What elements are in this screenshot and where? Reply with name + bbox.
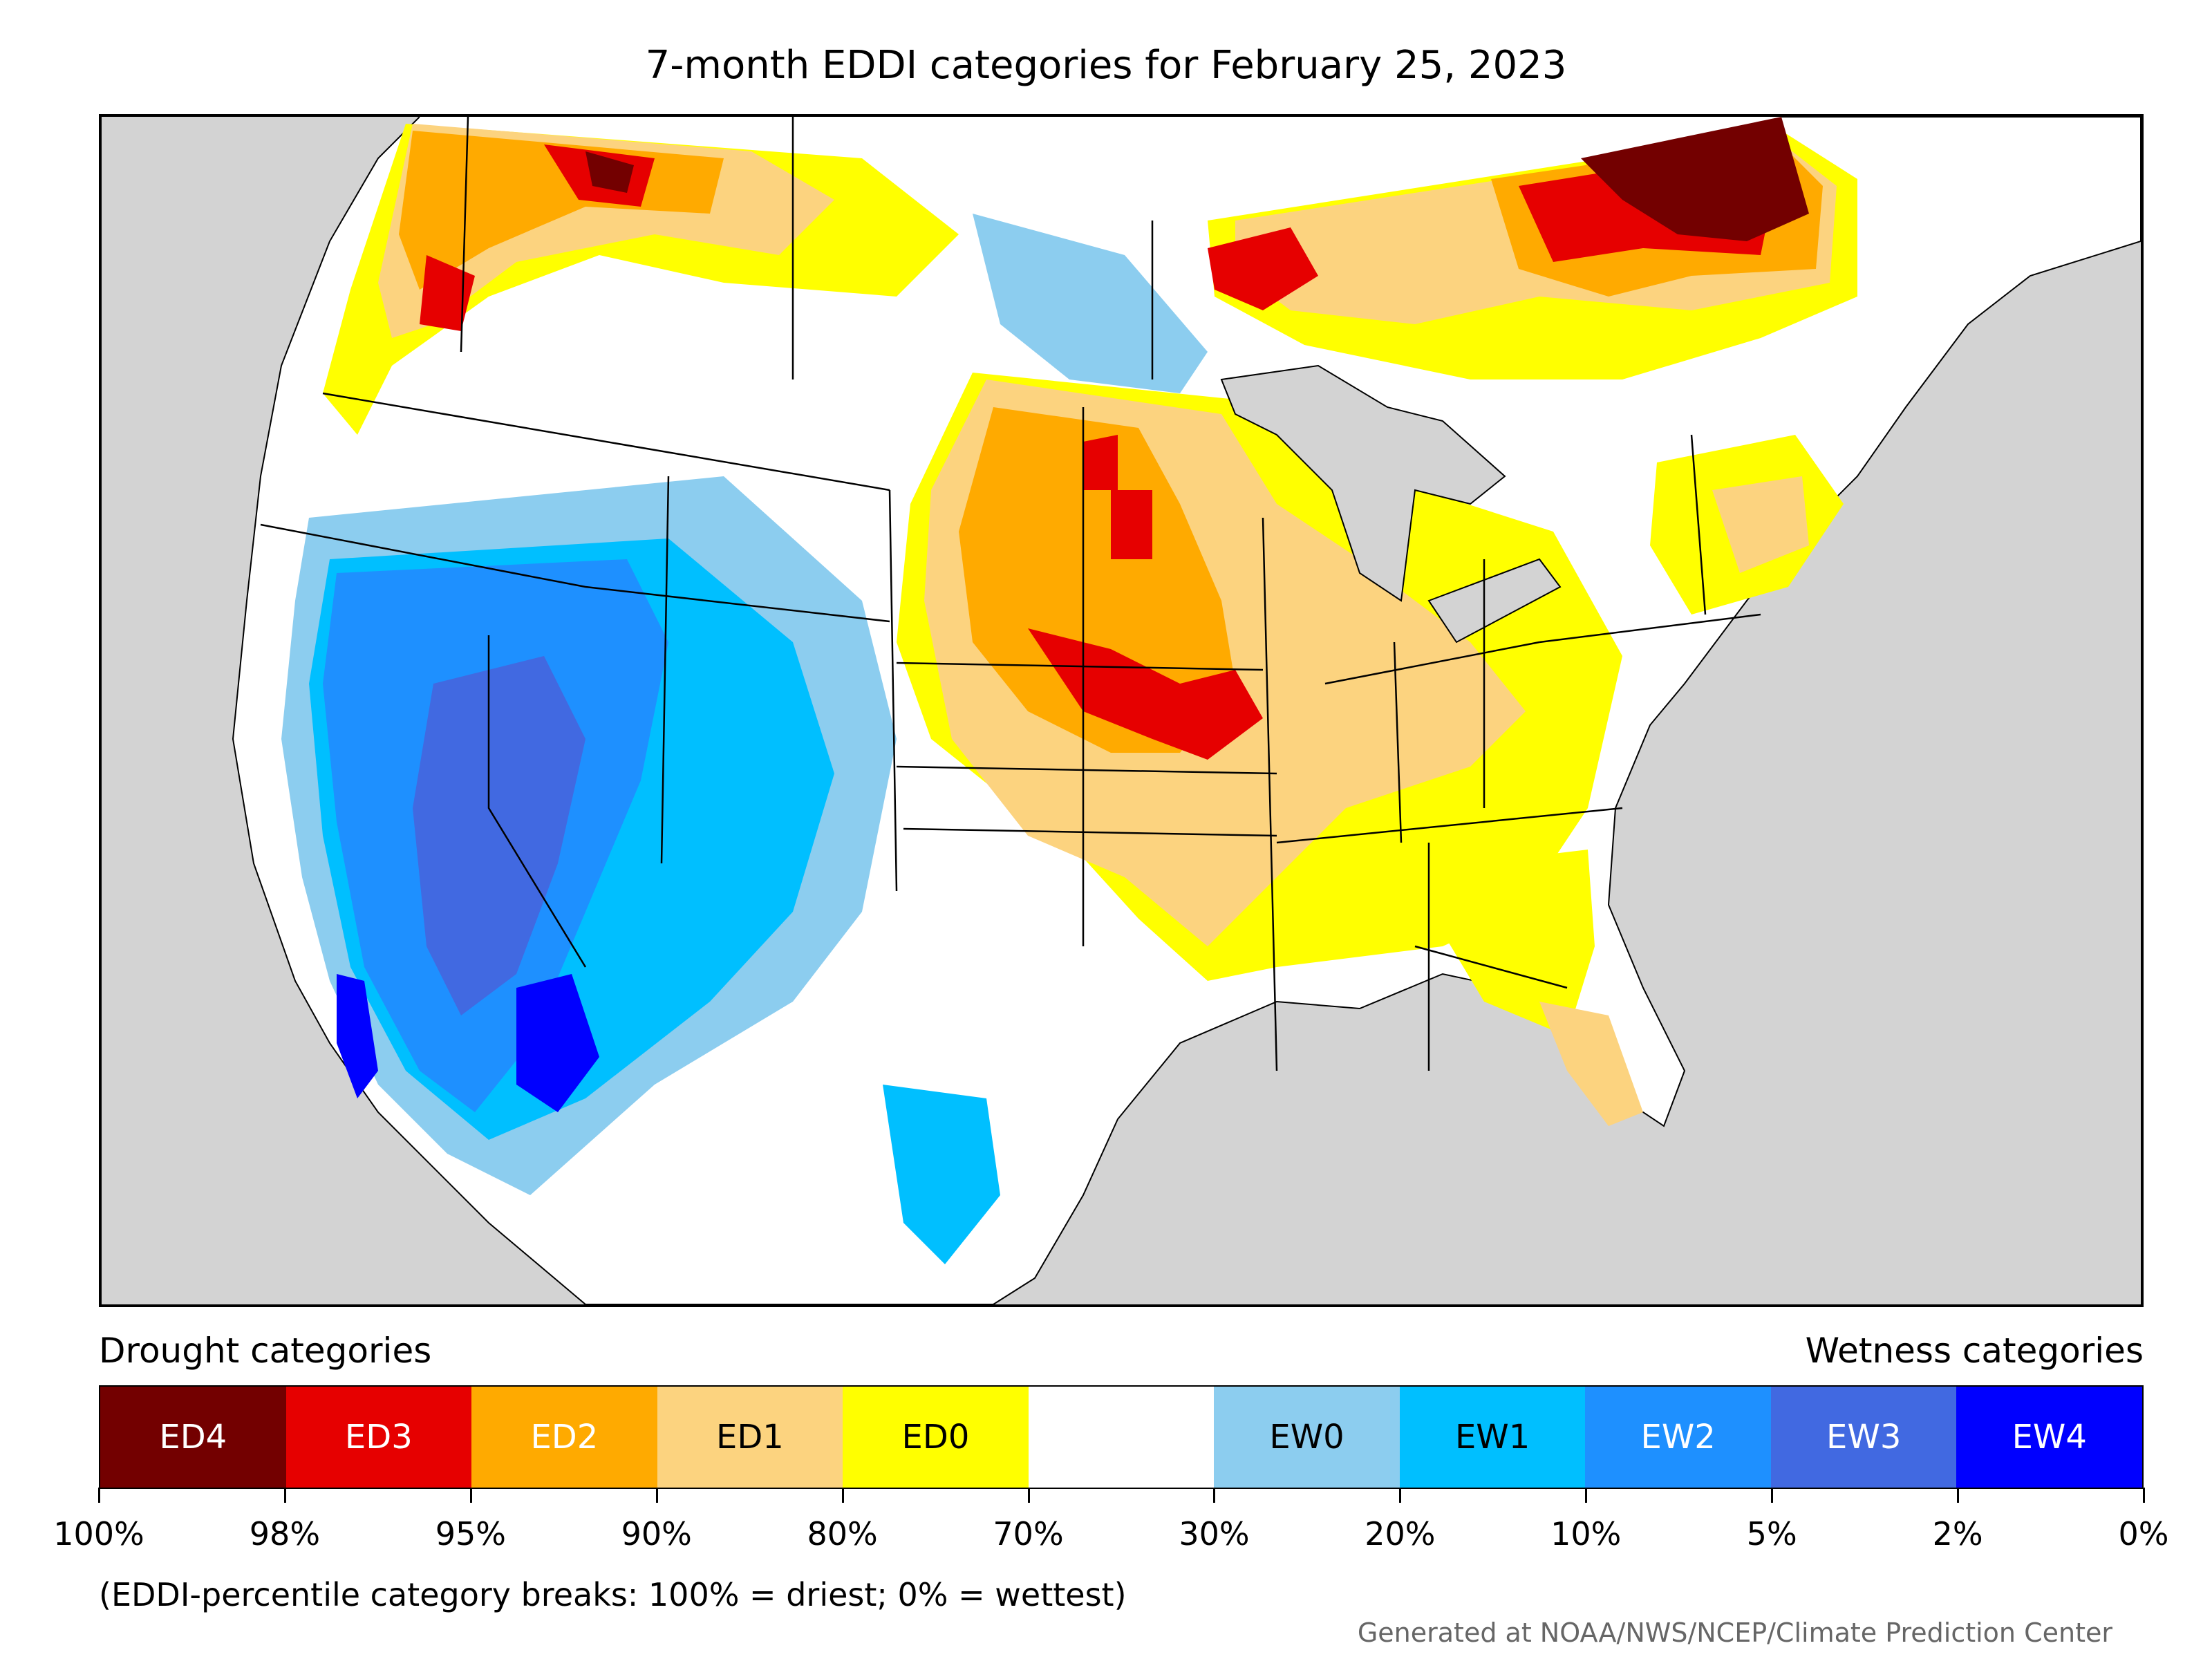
colorbar-tick-label: 100%: [53, 1515, 144, 1553]
colorbar-tick: [841, 1488, 844, 1503]
drought-ed1-northeast: [1712, 476, 1809, 573]
wetness-categories-label: Wetness categories: [1805, 1331, 2144, 1371]
drought-ed4-east-canada: [1581, 117, 1809, 241]
colorbar-tick: [2143, 1488, 2145, 1503]
drought-ed4-northwest: [585, 151, 634, 193]
colorbar-tick-labels: 100% 98% 95% 90% 80% 70% 30% 20% 10% 5% 2% 0%: [53, 1515, 2168, 1557]
colorbar-tick: [1027, 1488, 1030, 1503]
colorbar-tick: [1213, 1488, 1216, 1503]
drought-ed0-southeast: [1415, 850, 1595, 1036]
colorbar-tick-label: 5%: [1746, 1515, 1797, 1553]
colorbar-segment-ew4: EW4: [1956, 1387, 2143, 1488]
colorbar-segment-ed2: ED2: [471, 1387, 657, 1488]
colorbar-tick: [1771, 1488, 1774, 1503]
colorbar-tick: [1585, 1488, 1588, 1503]
drought-ed3-sd2: [1111, 490, 1152, 559]
colorbar-tick-label: 70%: [993, 1515, 1064, 1553]
colorbar-segment-ew0: EW0: [1214, 1387, 1400, 1488]
colorbar-tick-label: 20%: [1365, 1515, 1436, 1553]
colorbar-tick-label: 10%: [1550, 1515, 1622, 1553]
drought-ed3-wa: [420, 255, 475, 331]
colorbar-segment-ed4: ED4: [100, 1387, 286, 1488]
colorbar-tick: [1399, 1488, 1402, 1503]
wet-ew3-west: [413, 656, 585, 1015]
colorbar-tick-label: 30%: [1179, 1515, 1250, 1553]
eddi-map: [99, 114, 2144, 1307]
drought-ed3-sd: [1083, 435, 1118, 490]
drought-categories-label: Drought categories: [99, 1331, 432, 1371]
colorbar-tick-label: 2%: [1932, 1515, 1983, 1553]
footnote: (EDDI-percentile category breaks: 100% =…: [99, 1576, 1127, 1613]
colorbar-tick-label: 98%: [249, 1515, 321, 1553]
category-colorbar: ED4 ED3 ED2 ED1 ED0 EW0 EW1 EW2 EW3 EW4: [99, 1385, 2144, 1489]
colorbar-segment-ew3: EW3: [1770, 1387, 1957, 1488]
colorbar-tick: [283, 1488, 286, 1503]
wet-ew4-baja: [337, 974, 378, 1098]
colorbar-segment-ew2: EW2: [1585, 1387, 1771, 1488]
canada-gray-north: [420, 117, 1788, 214]
great-lakes: [1220, 364, 1506, 602]
colorbar-tick-label: 80%: [807, 1515, 878, 1553]
lake-erie: [1427, 558, 1562, 644]
colorbar-tick-label: 90%: [621, 1515, 692, 1553]
drought-ed2-central: [959, 407, 1235, 753]
colorbar-tick-label: 0%: [2118, 1515, 2169, 1553]
colorbar-segment-none: [1028, 1387, 1215, 1488]
colorbar-ticks: [98, 1488, 2145, 1503]
wet-ew4-southwest: [516, 974, 599, 1112]
credit-line: Generated at NOAA/NWS/NCEP/Climate Predi…: [1357, 1618, 2112, 1648]
wet-ew0-montana: [973, 214, 1208, 393]
colorbar-tick: [98, 1488, 100, 1503]
colorbar-segment-ed3: ED3: [285, 1387, 472, 1488]
drought-ed3-ontario: [1208, 227, 1318, 310]
state-borders: [260, 117, 1761, 1071]
drought-ed1-florida: [1539, 1002, 1643, 1126]
colorbar-segment-ed1: ED1: [657, 1387, 843, 1488]
colorbar-tick: [655, 1488, 658, 1503]
wet-ew1-texas: [883, 1085, 1000, 1264]
colorbar-segment-ed0: ED0: [843, 1387, 1029, 1488]
colorbar-tick-label: 95%: [435, 1515, 506, 1553]
colorbar-tick: [1957, 1488, 1960, 1503]
drought-ed3-nebraska: [1028, 628, 1263, 760]
colorbar-segment-ew1: EW1: [1399, 1387, 1586, 1488]
map-title: 7-month EDDI categories for February 25,…: [645, 43, 1567, 88]
colorbar-tick: [469, 1488, 472, 1503]
